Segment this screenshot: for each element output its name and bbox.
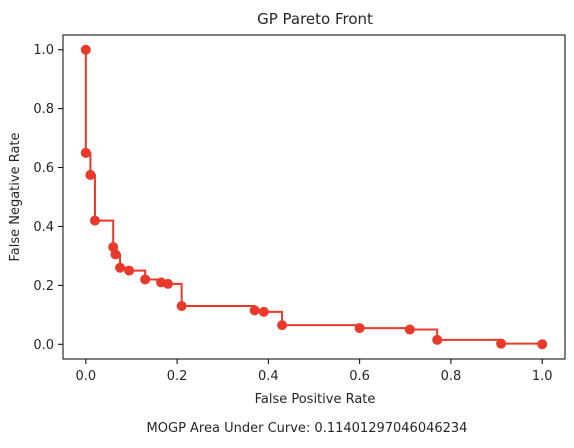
data-point (124, 265, 135, 276)
data-point (80, 147, 91, 158)
x-tick-label: 0.0 (75, 369, 96, 384)
data-point (140, 274, 151, 285)
data-point (404, 324, 415, 335)
data-point (85, 169, 96, 180)
y-tick-label: 1.0 (33, 43, 54, 58)
data-point (249, 305, 260, 316)
pareto-chart: GP Pareto Front 0.0 0.2 0.4 0.6 0.8 1.0 0.00.… (8, 10, 566, 407)
x-tick-label: 0.4 (258, 369, 279, 384)
auc-caption: MOGP Area Under Curve: 0.114012970460462… (146, 421, 468, 436)
plot-area (62, 34, 566, 360)
y-tick-label: 0.8 (33, 102, 54, 117)
y-tick-label: 0.6 (33, 161, 54, 176)
y-tick-label: 0.0 (33, 338, 54, 353)
chart-title: GP Pareto Front (257, 10, 373, 28)
data-point (537, 339, 548, 350)
x-tick-label: 1.0 (532, 369, 553, 384)
data-point (176, 300, 187, 311)
x-tick-label: 0.8 (441, 369, 462, 384)
data-point (258, 306, 269, 317)
data-point (89, 215, 100, 226)
series-pareto-front (80, 44, 548, 350)
x-tick-label: 0.2 (167, 369, 188, 384)
x-tick-label: 0.6 (349, 369, 370, 384)
data-point (110, 249, 121, 260)
data-point (162, 278, 173, 289)
data-point (432, 334, 443, 345)
y-axis: 0.0 0.2 0.4 0.6 0.8 1.0 (33, 43, 63, 353)
data-point (80, 44, 91, 55)
y-axis-label: False Negative Rate (8, 132, 23, 261)
plot-border (62, 34, 566, 360)
data-point (496, 338, 507, 349)
y-tick-label: 0.2 (33, 279, 54, 294)
x-axis-label: False Positive Rate (255, 392, 376, 407)
data-point (354, 323, 365, 334)
pareto-step-line (84, 49, 544, 345)
y-tick-label: 0.4 (33, 220, 54, 235)
x-axis: 0.0 0.2 0.4 0.6 0.8 1.0 (75, 359, 553, 384)
data-point (277, 320, 288, 331)
data-point (115, 262, 126, 273)
